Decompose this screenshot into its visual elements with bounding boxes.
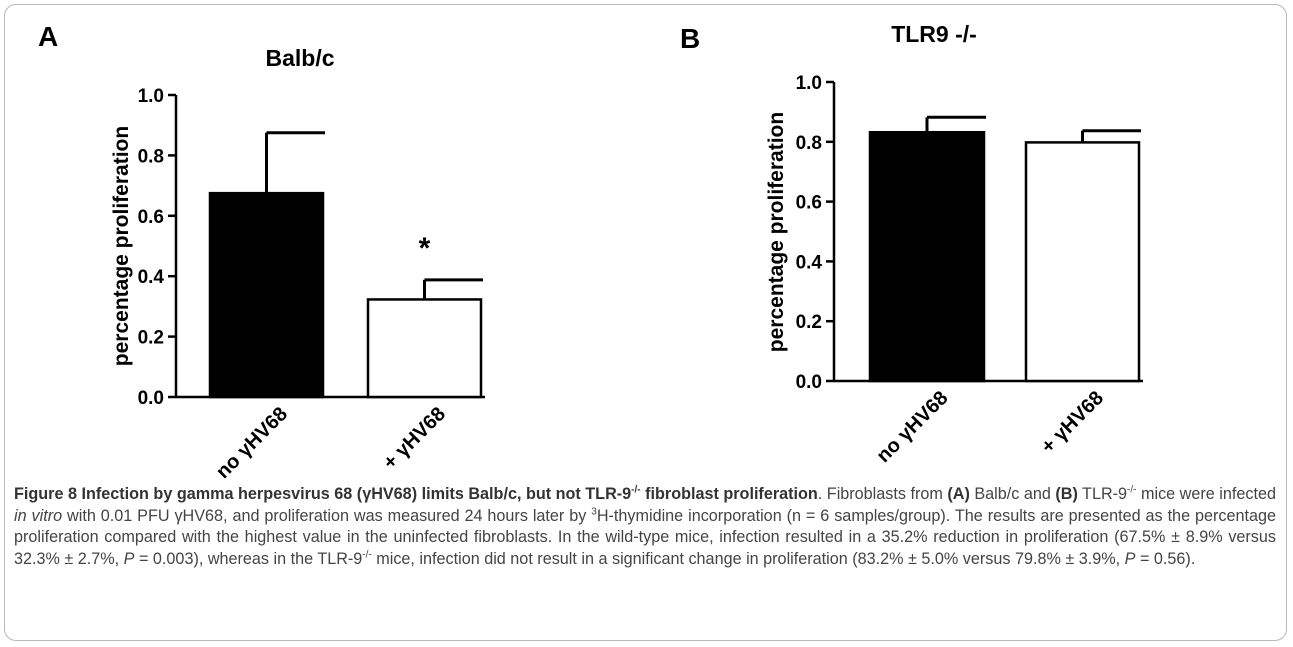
bar-a: [208, 191, 325, 399]
caption-panel-b-ref: (B): [1055, 485, 1078, 503]
y-tick-label-b: 0.0: [796, 372, 822, 393]
panel-label-a: A: [38, 21, 58, 52]
y-tick-label-b: 1.0: [796, 73, 822, 94]
y-tick-label-a: 0.4: [138, 267, 165, 288]
y-tick-label-a: 1.0: [138, 86, 164, 107]
y-axis-label-b: percentage proliferation: [765, 112, 788, 352]
y-tick-label-a: 0.0: [138, 388, 164, 409]
y-tick-label-b: 0.6: [796, 193, 822, 214]
y-tick-label-b: 0.8: [796, 133, 822, 154]
bar-b: [1024, 141, 1141, 383]
chart-title-b: TLR9 -/-: [891, 21, 977, 47]
y-tick-label-a: 0.2: [138, 328, 164, 349]
chart-title-a: Balb/c: [265, 45, 334, 71]
significance-star: *: [419, 232, 431, 265]
y-tick-label-b: 0.4: [796, 252, 823, 273]
y-tick-label-b: 0.2: [796, 312, 822, 333]
caption-title: Figure 8 Infection by gamma herpesvirus …: [14, 484, 818, 503]
chart-panel-b: B TLR9 -/- percentage proliferation 0.0 0.2 0…: [680, 21, 1143, 467]
bar-b: [868, 130, 986, 383]
chart-panel-a: A Balb/c percentage proliferation 0.0 0.2 0.4…: [38, 21, 485, 483]
caption-panel-a-ref: (A): [947, 485, 970, 503]
figure-caption: Figure 8 Infection by gamma herpesvirus …: [14, 484, 1276, 568]
y-tick-label-a: 0.8: [138, 146, 164, 167]
y-tick-label-a: 0.6: [138, 207, 164, 228]
x-tick-label-b: + γHV68: [1037, 387, 1108, 458]
panel-label-b: B: [680, 23, 700, 54]
x-tick-label-b: no γHV68: [873, 387, 953, 467]
bar-a: [366, 298, 483, 399]
y-axis-label-a: percentage proliferation: [110, 126, 133, 366]
figure-frame: [4, 4, 1287, 641]
